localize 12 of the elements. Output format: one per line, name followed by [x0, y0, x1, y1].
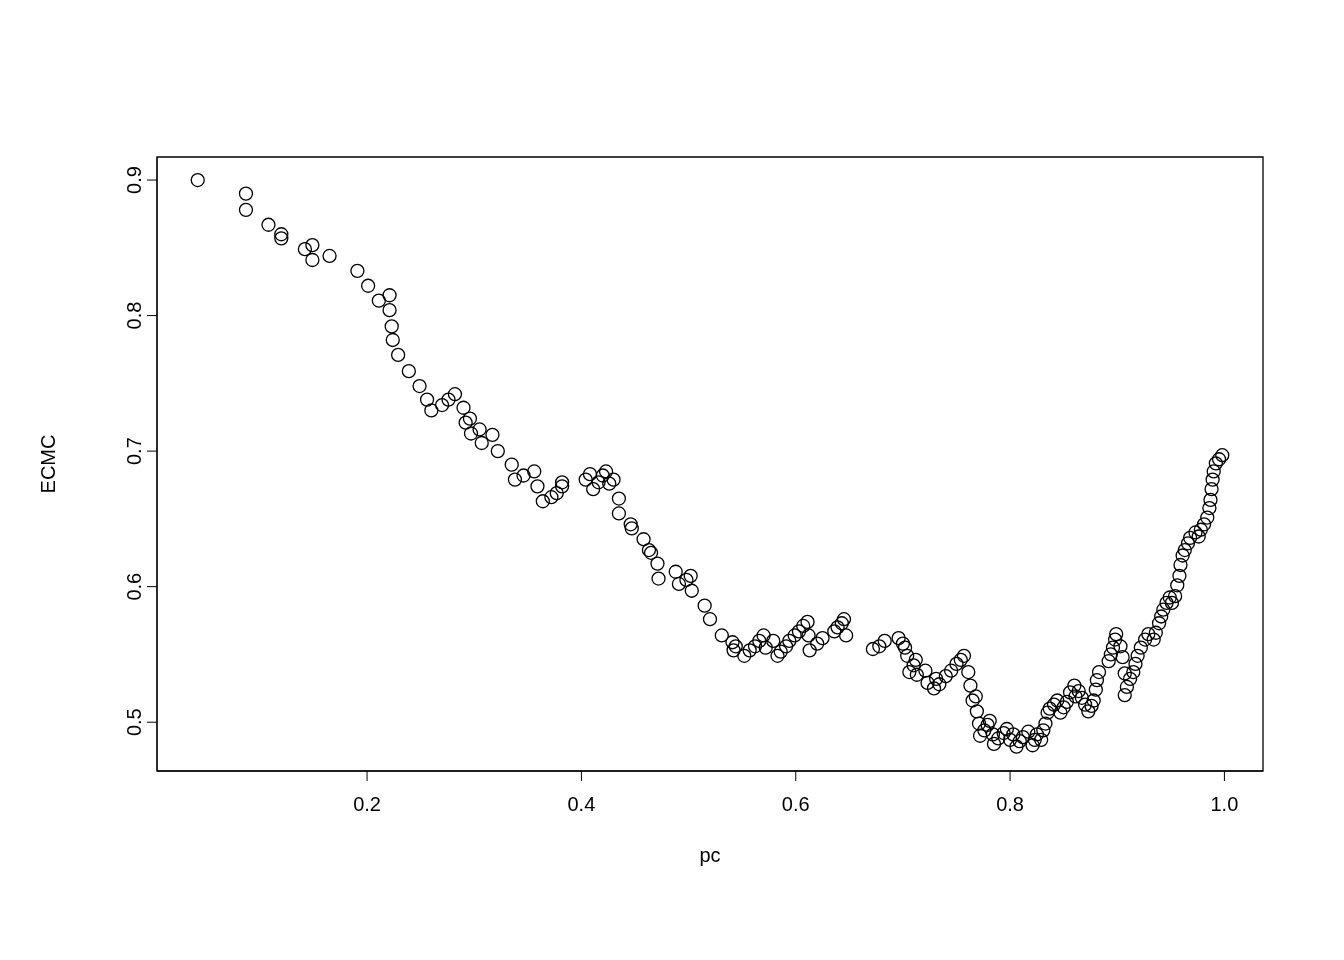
x-axis-title: pc — [699, 844, 721, 866]
y-tick-label: 0.6 — [123, 572, 145, 601]
x-tick-label: 1.0 — [1210, 793, 1239, 816]
y-tick-label: 0.5 — [123, 708, 145, 737]
x-tick-label: 0.8 — [996, 793, 1024, 816]
y-tick-label: 0.7 — [123, 437, 145, 466]
x-tick-label: 0.2 — [353, 793, 381, 816]
x-tick-label: 0.6 — [781, 793, 810, 816]
y-tick-label: 0.8 — [123, 301, 145, 330]
x-tick-label: 0.4 — [567, 793, 596, 816]
y-axis-title: ECMC — [37, 434, 60, 494]
y-tick-label: 0.9 — [123, 166, 145, 194]
